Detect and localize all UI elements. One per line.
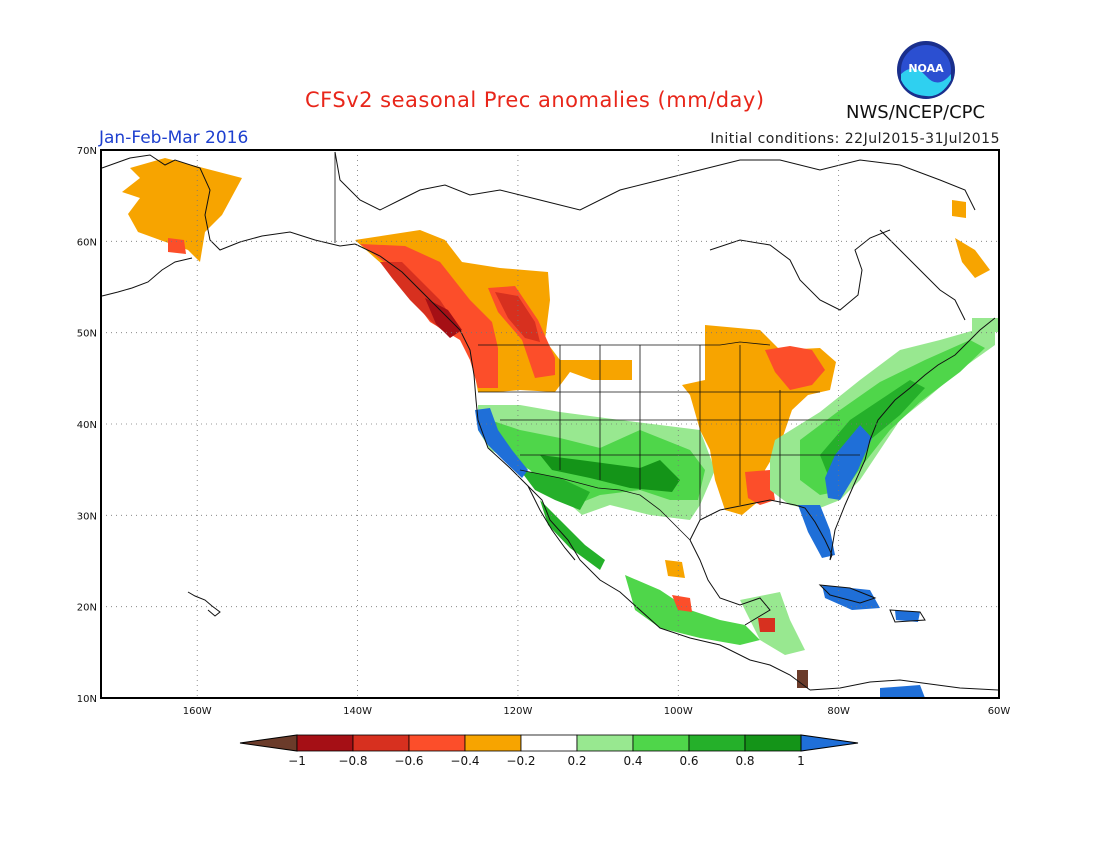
- lon-label-120W: 120W: [503, 706, 532, 717]
- anomaly-southwest-strong-wet: [520, 470, 590, 510]
- anomaly-central-america-moderate: [672, 595, 692, 612]
- colorbar-label-0: −1: [288, 754, 306, 768]
- lat-label-20N: 20N: [77, 603, 97, 614]
- coast-labrador: [879, 229, 966, 321]
- anomaly-great-lakes-moderate: [765, 346, 825, 390]
- anomaly-florida-extreme-wet: [798, 505, 835, 558]
- lon-label-140W: 140W: [343, 706, 372, 717]
- anomaly-california-coast-extreme-wet: [475, 408, 528, 478]
- political-borders: [334, 152, 860, 541]
- colorbar-label-4: −0.2: [506, 754, 535, 768]
- anomaly-mexico-wet: [625, 575, 760, 645]
- anomaly-venezuela-wet: [880, 685, 925, 698]
- anomaly-hispaniola-extreme-wet: [895, 610, 920, 622]
- anomaly-baja-wet: [540, 500, 605, 570]
- coast-hudson-bay: [709, 229, 891, 311]
- colorbar-segment-below-min: [239, 734, 298, 752]
- coast-alaska: [101, 154, 356, 251]
- colorbar-segment-6: [632, 734, 690, 752]
- colorbar-segment-7: [688, 734, 746, 752]
- coast-hispaniola: [889, 609, 926, 623]
- anomaly-honduras-strong: [758, 618, 775, 632]
- lon-label-80W: 80W: [827, 706, 850, 717]
- lat-label-50N: 50N: [77, 329, 97, 340]
- lat-label-70N: 70N: [77, 146, 97, 157]
- colorbar-label-6: 0.4: [623, 754, 642, 768]
- anomaly-central-america-dry: [665, 560, 685, 578]
- colorbar-label-7: 0.6: [679, 754, 698, 768]
- anomaly-east-coast-extreme-wet: [825, 425, 872, 500]
- agency-label: NWS/NCEP/CPC: [846, 102, 986, 123]
- coast-pacific: [354, 243, 811, 691]
- colorbar-label-2: −0.6: [394, 754, 423, 768]
- coast-aleutians: [101, 257, 193, 297]
- season-label: Jan-Feb-Mar 2016: [99, 128, 249, 148]
- latitude-labels: 70N 60N 50N 40N 30N 20N 10N: [77, 146, 97, 705]
- lat-label-10N: 10N: [77, 694, 97, 705]
- colorbar-label-5: 0.2: [567, 754, 586, 768]
- noaa-logo: NOAA: [896, 40, 956, 100]
- colorbar-segment-4: [520, 734, 578, 752]
- colorbar-label-9: 1: [797, 754, 805, 768]
- coast-arctic-islands: [334, 151, 976, 211]
- initial-conditions-label: Initial conditions: 22Jul2015-31Jul2015: [710, 131, 1000, 147]
- coast-baja: [527, 485, 576, 561]
- colorbar-label-3: −0.4: [450, 754, 479, 768]
- coast-cuba: [818, 584, 877, 604]
- lat-label-40N: 40N: [77, 420, 97, 431]
- anomaly-alaska-moderate: [168, 238, 186, 254]
- colorbar-segment-0: [296, 734, 354, 752]
- colorbar-segment-8: [744, 734, 802, 752]
- colorbar-segment-3: [464, 734, 522, 752]
- colorbar-segment-above-max: [800, 734, 859, 752]
- lon-label-100W: 100W: [664, 706, 693, 717]
- coast-south-america: [809, 679, 999, 691]
- coast-atlantic: [829, 317, 996, 561]
- svg-text:NOAA: NOAA: [908, 62, 944, 75]
- anomaly-newfoundland-light-wet: [972, 318, 998, 332]
- anomaly-pnw-extreme: [425, 298, 462, 338]
- anomaly-caribbean-extreme-wet: [822, 585, 880, 610]
- colorbar: −1 −0.8 −0.6 −0.4 −0.2 0.2 0.4 0.6 0.8 1: [239, 734, 859, 768]
- lat-label-60N: 60N: [77, 237, 97, 248]
- colorbar-segment-1: [352, 734, 410, 752]
- lon-label-60W: 60W: [988, 706, 1011, 717]
- anomaly-bc-strong: [495, 292, 540, 342]
- colorbar-label-1: −0.8: [338, 754, 367, 768]
- anomaly-lower-mississippi-moderate: [745, 470, 775, 505]
- colorbar-segment-2: [408, 734, 466, 752]
- anomaly-southwest-very-wet: [540, 455, 680, 492]
- map-title: CFSv2 seasonal Prec anomalies (mm/day): [305, 88, 765, 112]
- anomaly-eastern-canada-dry: [955, 238, 990, 278]
- anomaly-labrador-dry: [952, 200, 966, 218]
- coast-gulf-us: [689, 499, 833, 561]
- colorbar-segment-5: [576, 734, 634, 752]
- anomaly-panama-extreme: [797, 670, 808, 688]
- longitude-labels: 160W 140W 120W 100W 80W 60W: [183, 706, 1011, 717]
- coast-hawaii: [187, 591, 221, 617]
- map-frame: [100, 149, 1000, 699]
- coastlines: [101, 151, 999, 691]
- lat-label-30N: 30N: [77, 511, 97, 522]
- border-us-mexico: [519, 469, 691, 541]
- colorbar-label-8: 0.8: [735, 754, 754, 768]
- coast-gulf-mexico: [689, 539, 771, 626]
- anomaly-alaska-dry: [122, 158, 242, 262]
- lon-label-160W: 160W: [183, 706, 212, 717]
